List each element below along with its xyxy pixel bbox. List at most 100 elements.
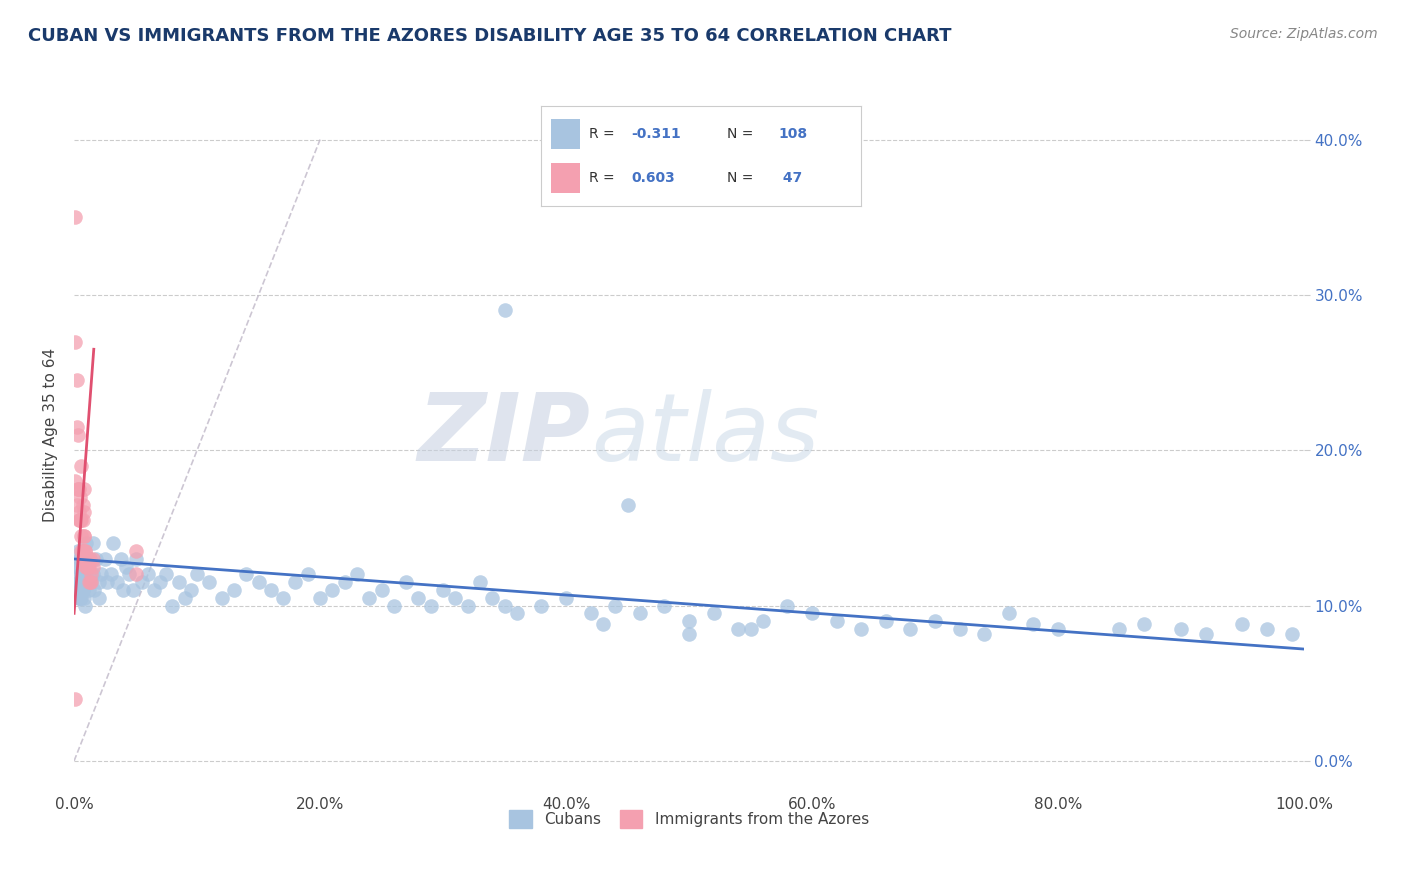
Point [297,567,319,582]
Point [80,575,103,590]
Point [382,599,405,613]
Text: Source: ZipAtlas.com: Source: ZipAtlas.com [1230,27,1378,41]
Point [481,591,503,605]
Point [75,559,97,574]
Point [149,575,172,590]
Point [69,567,91,582]
Point [72,498,94,512]
Point [173,591,195,605]
Point [76,552,98,566]
Point [100,567,122,582]
Point [96,575,118,590]
Point [65,211,87,225]
Point [359,591,381,605]
Point [73,529,96,543]
Point [67,591,90,605]
Point [112,582,135,597]
Point [284,575,307,590]
Point [69,552,91,566]
Point [82,567,104,582]
Point [75,559,97,574]
Point [75,567,97,582]
Point [75,552,97,566]
Point [155,567,177,582]
Point [124,567,146,582]
Point [82,536,104,550]
Point [776,599,799,613]
Point [66,482,89,496]
Point [65,420,87,434]
Point [432,582,454,597]
Point [395,575,418,590]
Point [605,599,627,613]
Point [69,490,91,504]
Point [67,575,90,590]
Point [66,427,89,442]
Point [973,626,995,640]
Point [67,482,90,496]
Point [79,575,101,590]
Point [186,567,208,582]
Point [90,567,112,582]
Point [727,622,749,636]
Point [124,544,146,558]
Point [69,582,91,597]
Point [76,559,98,574]
Point [1194,626,1216,640]
Point [77,575,100,590]
Text: ZIP: ZIP [418,389,591,481]
Point [1133,617,1156,632]
Point [825,614,848,628]
Point [198,575,221,590]
Point [494,303,516,318]
Point [211,591,233,605]
Point [70,458,93,473]
Point [70,575,93,590]
Point [801,607,824,621]
Point [69,513,91,527]
Point [77,575,100,590]
Point [66,482,89,496]
Point [75,544,97,558]
Point [346,567,368,582]
Point [131,575,153,590]
Point [80,567,103,582]
Point [1232,617,1254,632]
Point [94,552,117,566]
Point [73,575,96,590]
Legend: Cubans, Immigrants from the Azores: Cubans, Immigrants from the Azores [503,804,875,834]
Point [118,567,141,582]
Point [222,582,245,597]
Point [67,591,90,605]
Point [79,552,101,566]
Point [110,552,132,566]
Point [72,582,94,597]
Point [75,552,97,566]
Point [72,544,94,558]
Point [506,607,529,621]
Point [73,575,96,590]
Point [949,622,972,636]
Point [67,575,90,590]
Point [70,529,93,543]
Point [80,575,103,590]
Point [105,575,128,590]
Point [740,622,762,636]
Point [592,617,614,632]
Point [72,567,94,582]
Point [752,614,775,628]
Point [75,536,97,550]
Point [136,567,159,582]
Point [235,567,257,582]
Point [75,552,97,566]
Point [65,498,87,512]
Point [70,567,93,582]
Point [75,599,97,613]
Point [70,544,93,558]
Point [875,614,897,628]
Point [162,599,184,613]
Point [703,607,725,621]
Point [124,552,146,566]
Point [468,575,491,590]
Point [70,513,93,527]
